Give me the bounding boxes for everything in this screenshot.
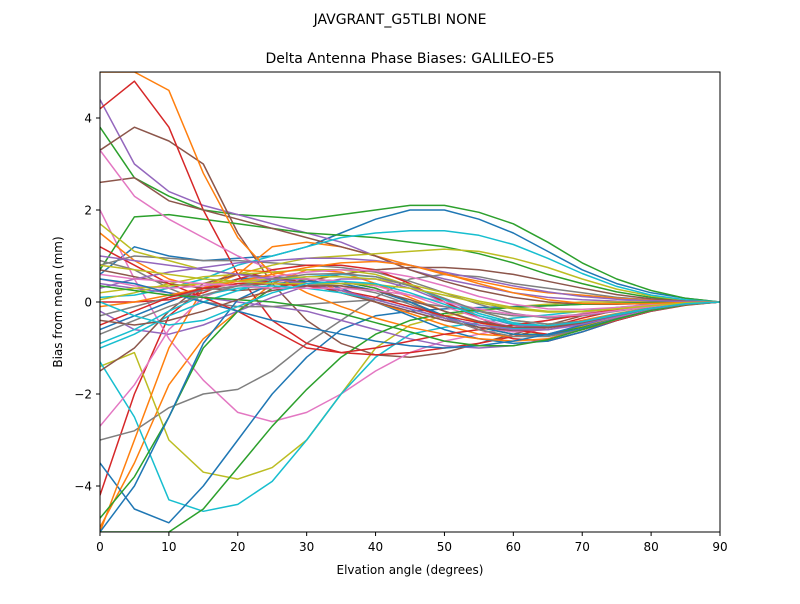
series-line-47: [100, 273, 720, 318]
series-line-50: [100, 280, 720, 327]
x-axis-label: Elvation angle (degrees): [337, 563, 484, 577]
series-line-24: [100, 264, 720, 335]
series-line-37: [100, 269, 720, 311]
y-axis-ticks: −4 −2 0 2 4: [74, 112, 100, 494]
series-layer: [100, 72, 720, 532]
y-tick-label: −4: [74, 480, 92, 494]
y-tick-label: −2: [74, 388, 92, 402]
x-tick-label: 20: [230, 540, 245, 554]
series-line-9: [100, 301, 720, 480]
figure-suptitle: JAVGRANT_G5TLBI NONE: [313, 12, 487, 28]
series-line-49: [100, 264, 720, 313]
y-tick-label: 2: [84, 204, 92, 218]
plot-frame: [99, 71, 721, 533]
x-tick-label: 60: [506, 540, 521, 554]
series-line-13: [100, 213, 720, 303]
series-line-45: [100, 255, 720, 331]
x-tick-label: 90: [712, 540, 727, 554]
x-tick-label: 80: [643, 540, 658, 554]
x-tick-label: 40: [368, 540, 383, 554]
y-tick-label: 4: [84, 112, 92, 126]
chart-title: Delta Antenna Phase Biases: GALILEO-E5: [265, 51, 554, 67]
x-tick-label: 10: [161, 540, 176, 554]
y-axis-label: Bias from mean (mm): [51, 236, 65, 367]
x-axis-ticks: 0 10 20 30 40 50 60 70 80 90: [96, 532, 728, 554]
y-tick-label: 0: [84, 296, 92, 310]
x-tick-label: 30: [299, 540, 314, 554]
series-line-8: [100, 273, 720, 441]
x-tick-label: 0: [96, 540, 104, 554]
x-tick-label: 70: [575, 540, 590, 554]
x-tick-label: 50: [437, 540, 452, 554]
series-line-43: [100, 285, 720, 347]
